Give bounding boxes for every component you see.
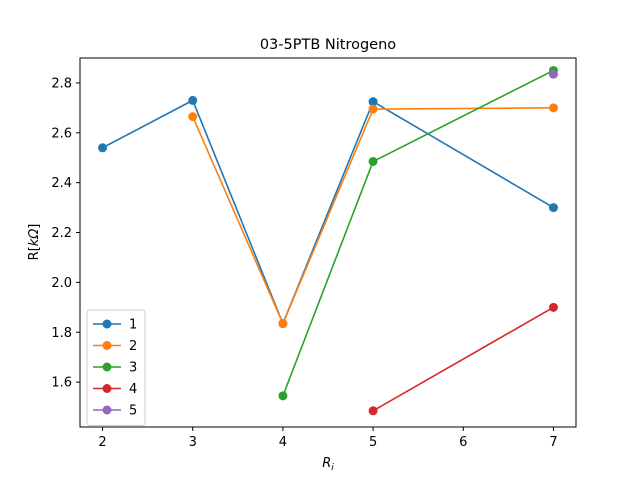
legend-label: 4 <box>129 382 137 397</box>
x-axis-label-sub: i <box>331 463 334 473</box>
data-point <box>188 112 198 122</box>
series-line <box>372 306 554 412</box>
legend-label: 2 <box>129 339 137 354</box>
data-point <box>368 406 378 416</box>
legend-label: 5 <box>129 404 137 419</box>
data-point <box>278 319 288 329</box>
y-axis-label-suffix: ] <box>27 224 42 229</box>
data-point <box>98 143 108 153</box>
y-tick-label: 2.2 <box>51 226 72 241</box>
x-axis-label-main: R <box>322 456 331 471</box>
series-line <box>191 107 554 325</box>
legend: 1 2 3 4 5 <box>86 309 146 426</box>
data-point <box>548 69 558 79</box>
legend-marker <box>102 362 112 372</box>
y-tick-label: 1.8 <box>51 326 72 341</box>
legend-marker <box>102 384 112 393</box>
y-tick-label: 2.0 <box>51 276 72 291</box>
series-5 <box>548 69 558 79</box>
data-point <box>368 104 378 114</box>
y-axis: 1.6 1.8 2.0 2.2 2.4 2.6 2.8 <box>51 76 80 391</box>
x-axis-label: Ri <box>322 456 334 473</box>
y-axis-label-prefix: R[ <box>27 246 42 260</box>
series-line <box>282 69 554 397</box>
x-tick-label: 4 <box>279 435 287 450</box>
data-point <box>368 97 378 107</box>
x-axis: 2 3 4 5 6 7 <box>98 427 558 450</box>
y-tick-label: 1.6 <box>51 376 72 391</box>
data-point <box>548 203 558 213</box>
x-tick-label: 5 <box>369 435 377 450</box>
x-tick-label: 3 <box>189 435 197 450</box>
x-tick-label: 2 <box>98 435 106 450</box>
legend-label: 3 <box>129 361 137 376</box>
y-axis-label-unit: kΩ <box>27 229 42 247</box>
series-1 <box>98 95 558 329</box>
data-point <box>548 103 558 113</box>
legend-marker <box>102 341 112 350</box>
x-tick-label: 7 <box>549 435 557 450</box>
legend-marker <box>102 405 112 415</box>
data-point <box>548 302 558 312</box>
y-tick-label: 2.4 <box>51 176 72 191</box>
plot-area <box>79 57 577 428</box>
y-tick-label: 2.8 <box>51 76 72 91</box>
data-point <box>188 95 198 105</box>
plot-frame <box>79 57 577 428</box>
data-point <box>278 391 288 401</box>
series-line <box>102 99 554 325</box>
series-4 <box>368 302 558 416</box>
legend-marker <box>102 319 112 329</box>
y-axis-label: R[kΩ] <box>27 224 42 261</box>
legend-label: 1 <box>129 318 137 333</box>
chart-title: 03-5PTB Nitrogeno <box>260 37 396 53</box>
series-layer <box>98 65 558 416</box>
data-point <box>368 156 378 166</box>
y-tick-label: 2.6 <box>51 126 72 141</box>
series-2 <box>188 103 558 329</box>
x-tick-label: 6 <box>459 435 467 450</box>
